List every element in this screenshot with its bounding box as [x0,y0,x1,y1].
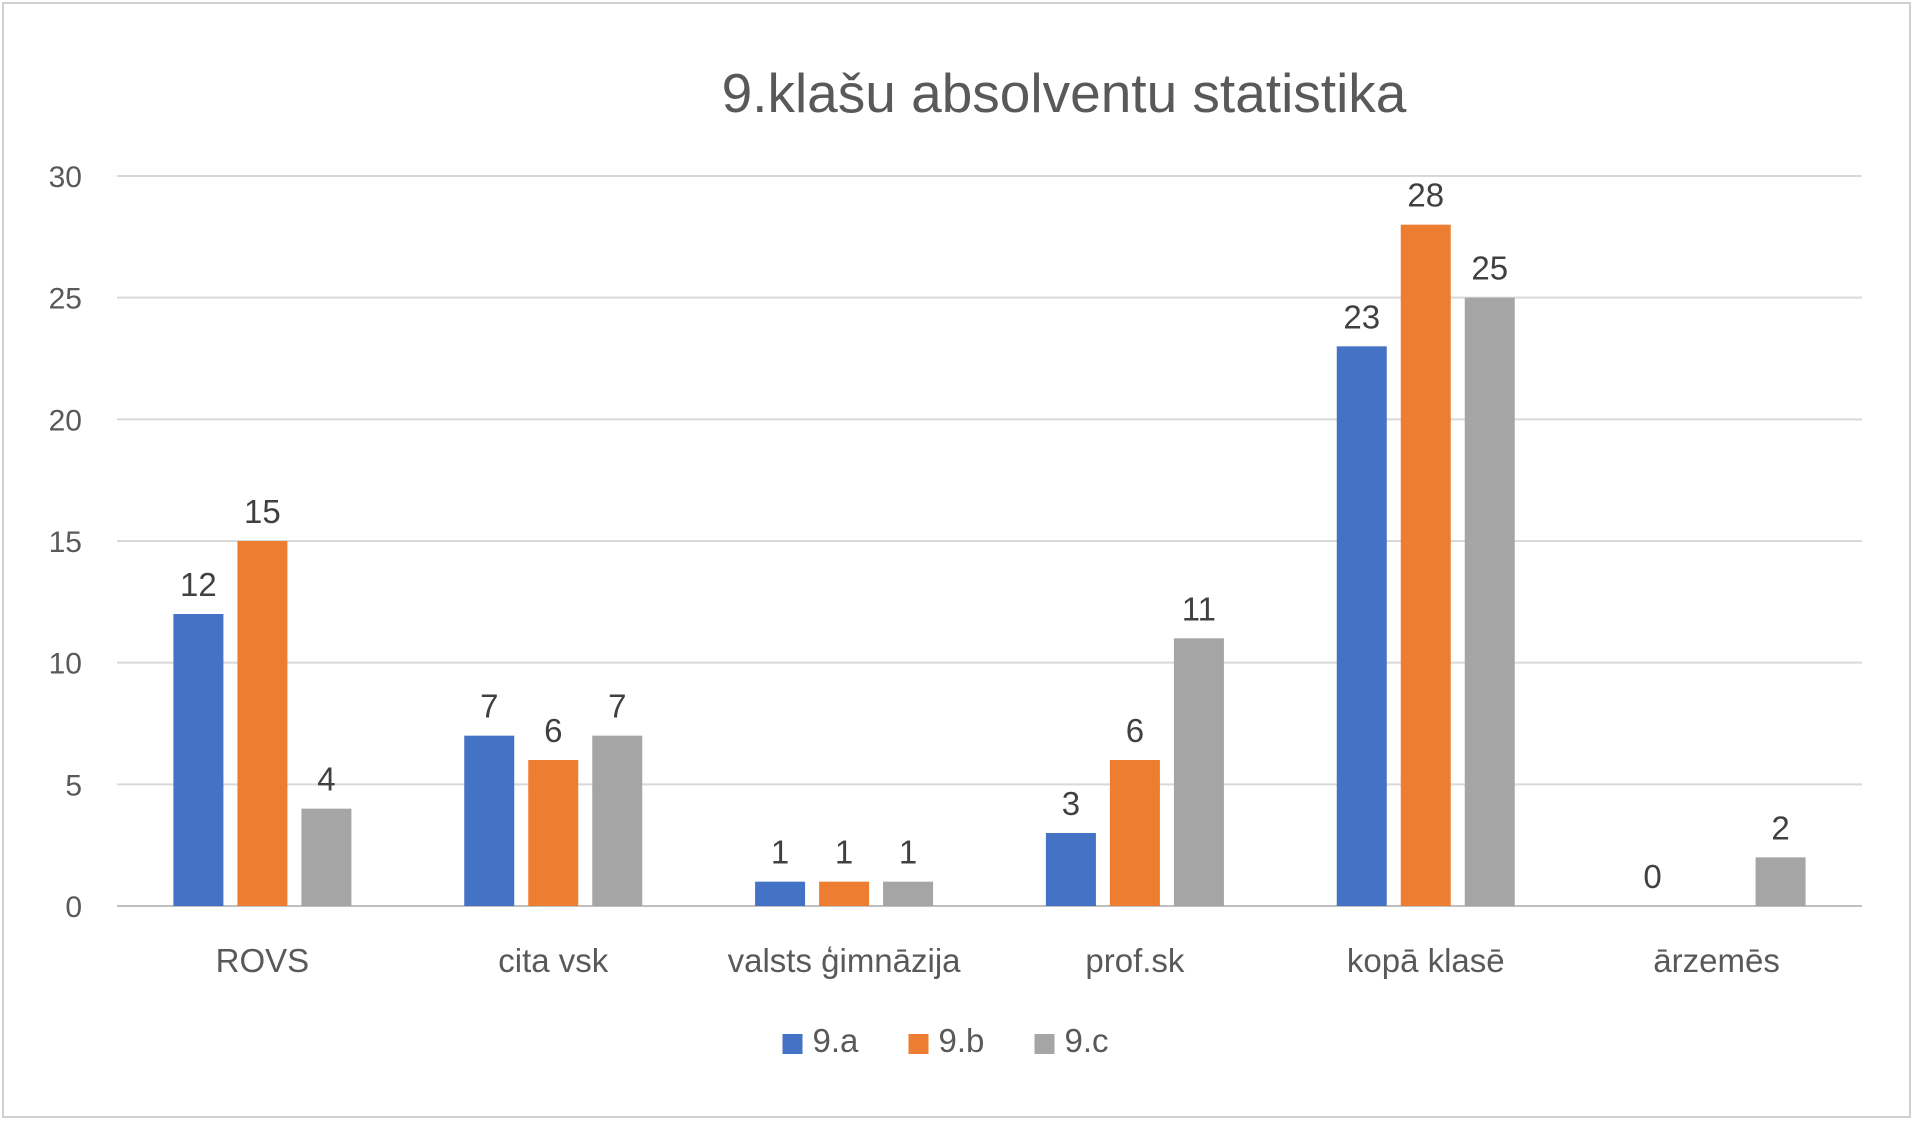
y-tick-label: 0 [65,891,82,924]
bar [1109,760,1160,906]
legend: 9.a 9.b 9.c [782,1022,1109,1059]
bars [173,224,1806,907]
bar-chart: 9.klašu absolventu statistika 0510152025… [49,62,1862,1059]
bar [301,808,352,906]
data-label: 0 [1643,858,1661,895]
legend-swatch [1034,1034,1055,1054]
bar [755,881,806,906]
data-label: 28 [1407,177,1444,214]
data-label: 11 [1182,590,1216,627]
legend-label: 9.b [939,1022,985,1059]
data-label: 6 [1126,712,1144,749]
bar [592,735,643,906]
data-label: 4 [317,761,335,798]
x-category-label: kopā klasē [1347,942,1505,979]
y-tick-label: 5 [65,769,82,802]
bar [883,881,934,906]
bar [819,881,870,906]
data-label: 23 [1343,298,1380,335]
y-tick-label: 30 [49,161,82,194]
bar [1045,833,1096,906]
data-label: 3 [1062,785,1080,822]
bar [464,735,515,906]
data-label: 1 [899,834,917,871]
bar [1400,224,1451,906]
x-category-label: valsts ģimnāzija [728,942,962,979]
bar [1755,857,1806,906]
data-label: 7 [480,688,498,725]
gridlines [117,175,1862,907]
bar [173,614,224,906]
data-label: 1 [835,834,853,871]
data-label: 6 [544,712,562,749]
data-label: 7 [608,688,626,725]
bar [528,760,579,906]
x-axis-category-labels: ROVS cita vsk valsts ģimnāzija prof.sk kopā … [216,942,1780,979]
x-category-label: prof.sk [1085,942,1185,979]
data-label: 12 [180,566,217,603]
chart-title: 9.klašu absolventu statistika [722,62,1407,124]
data-label: 15 [244,493,281,530]
y-tick-label: 15 [49,526,82,559]
bar [237,541,288,906]
y-tick-label: 20 [49,404,82,437]
x-category-label: ROVS [216,942,310,979]
y-tick-label: 10 [49,648,82,681]
legend-swatch [782,1034,803,1054]
legend-label: 9.c [1065,1022,1109,1059]
bar [1173,638,1224,906]
y-tick-label: 25 [49,283,82,316]
data-label: 2 [1771,809,1789,846]
x-category-label: cita vsk [498,942,609,979]
legend-swatch [908,1034,929,1054]
data-label: 25 [1471,250,1508,287]
y-axis-tick-labels: 0 5 10 15 20 25 30 [49,161,82,924]
bar [1336,346,1387,906]
x-category-label: ārzemēs [1653,942,1780,979]
data-label: 1 [771,834,789,871]
legend-label: 9.a [813,1022,860,1059]
bar [1464,297,1515,907]
